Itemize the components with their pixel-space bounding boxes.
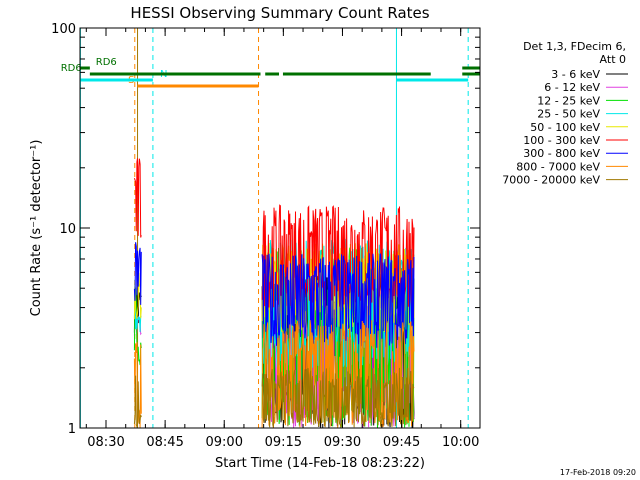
series-3-segment-0 [133,279,142,333]
series-6 [133,242,415,349]
legend-entry-0: 3 - 6 keV [551,68,600,81]
x-tick-label-1: 08:45 [146,435,183,450]
x-axis-label: Start Time (14-Feb-18 08:23:22) [215,456,425,471]
x-tick-label-2: 09:00 [206,435,243,450]
legend-entry-8: 7000 - 20000 keV [502,174,600,187]
legend-entry-5: 100 - 300 keV [523,134,600,147]
legend-header-1: Att 0 [600,53,626,66]
y-tick-label-0: 1 [68,422,76,437]
series-8-segment-0 [133,375,142,429]
flag-label-2: RD6 [61,63,82,74]
x-tick-label-0: 08:30 [87,435,124,450]
y-tick-label-2: 100 [51,22,76,37]
x-tick-label-4: 09:30 [324,435,361,450]
series-6-segment-1 [261,253,415,349]
footer-timestamp: 17-Feb-2018 09:20 [560,468,636,477]
series-6-segment-0 [133,242,142,305]
x-tick-label-5: 09:45 [383,435,420,450]
legend-entry-4: 50 - 100 keV [530,121,600,134]
legend-entry-3: 25 - 50 keV [537,108,600,121]
x-tick-label-3: 09:15 [265,435,302,450]
series-8 [133,367,415,429]
axes: 08:30 08:45 09:00 09:15 09:30 09:45 10:00 1 10 10… [51,22,480,450]
chart-title: HESSI Observing Summary Count Rates [130,4,429,22]
flag-label-3: RD6 [96,57,117,68]
legend-entry-7: 800 - 7000 keV [516,160,600,173]
legend-header-0: Det 1,3, FDecim 6, [523,40,626,53]
legend-entry-6: 300 - 800 keV [523,147,600,160]
plot-series [133,158,415,429]
y-tick-label-1: 10 [59,222,76,237]
series-5-segment-0 [133,158,142,238]
legend-entry-1: 6 - 12 keV [544,81,600,94]
flag-bars: SNRD6RD6 [61,57,480,88]
legend-entry-2: 12 - 25 keV [537,94,600,107]
y-axis-label: Count Rate (s⁻¹ detector⁻¹) [29,140,44,317]
x-tick-label-6: 10:00 [442,435,479,450]
series-8-segment-1 [261,367,415,428]
